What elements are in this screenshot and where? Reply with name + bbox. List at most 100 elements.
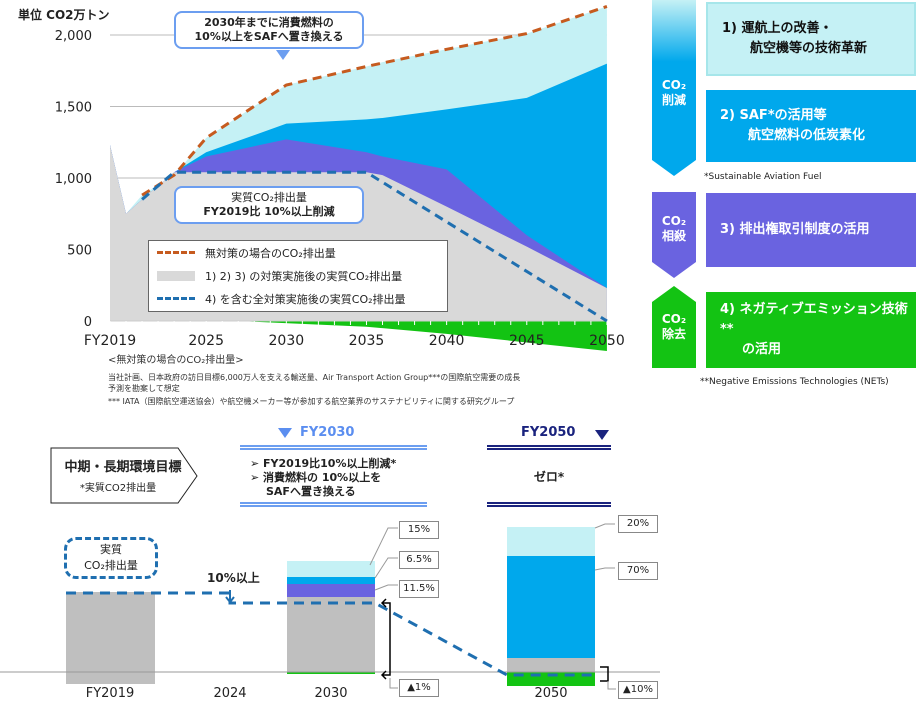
bar-2030-blue [287, 577, 375, 584]
x-tick-label: 2025 [188, 333, 224, 349]
fy2050-goal: ゼロ* [533, 470, 565, 484]
leader-lines [369, 523, 616, 690]
measure-1: 1) 運航上の改善・航空機等の技術革新 [706, 2, 916, 76]
fy2030-rule [240, 445, 427, 450]
bar-x-label: FY2019 [85, 686, 135, 701]
goal-text: 消費燃料の 10%以上を [263, 471, 382, 484]
measure-text: 航空燃料の低炭素化 [748, 128, 866, 143]
category-label: 相殺 [661, 229, 686, 243]
legend-item-gray: 1) 2) 3) の対策実施後の実質CO₂排出量 [149, 264, 447, 287]
goal-text: FY2019比10%以上削減* [263, 457, 397, 470]
legend-swatch [157, 251, 195, 254]
measure-text: 4) ネガティブエミッション技術** [720, 302, 908, 337]
x-tick-label: 2030 [269, 333, 305, 349]
targets-label: 中期・長期環境目標 [64, 460, 182, 475]
note-line: 予測を勘案して想定 [108, 384, 180, 393]
legend-label: 無対策の場合のCO₂排出量 [205, 246, 336, 260]
bar-fy2019 [66, 592, 155, 684]
legend-swatch [157, 270, 195, 281]
net-reduction-callout: 実質CO₂排出量 FY2019比 10%以上削減 [174, 186, 364, 224]
fy2050-heading: FY2050 [521, 425, 576, 440]
category-label: 削減 [661, 93, 686, 107]
fy2030-triangle-icon [278, 428, 292, 438]
y-tick-label: 500 [67, 244, 92, 259]
saf-footnote: *Sustainable Aviation Fuel [704, 172, 822, 182]
reduction-label: 10%以上 [207, 571, 260, 585]
measure-2: 2) SAF*の活用等航空燃料の低炭素化 [706, 90, 916, 162]
bar-2030-cyan [287, 561, 375, 577]
bar-2030-gray [287, 597, 375, 672]
targets-label-shape [50, 447, 198, 504]
bar-x-label: 2030 [314, 686, 348, 701]
measure-text: 航空機等の技術革新 [750, 41, 868, 56]
category-label: CO₂ [661, 312, 687, 326]
goal-item: ➢ 消費燃料の 10%以上を [250, 471, 382, 484]
bar-x-label: 2024 [213, 686, 247, 701]
x-tick-label: 2050 [589, 333, 625, 349]
x-tick-label: 2035 [349, 333, 385, 349]
bracket-2050 [600, 666, 609, 682]
legend-label: 1) 2) 3) の対策実施後の実質CO₂排出量 [205, 269, 403, 283]
category-label: CO₂ [661, 214, 687, 228]
note-line: *** IATA（国際航空運送協会）や航空機メーカー等が参加する航空業界のサステ… [108, 397, 515, 406]
x-tick-label: FY2019 [84, 333, 136, 349]
bar-x-label: 2050 [534, 686, 568, 701]
offset-arrow [652, 192, 696, 278]
measure-3: 3) 排出権取引制度の活用 [706, 193, 916, 267]
goal-text: SAFへ置き換える [266, 485, 356, 498]
y-tick-label: 0 [84, 315, 92, 330]
pct-2050-blue: 70% [618, 562, 658, 580]
net-emission-label: 実質 CO₂排出量 [64, 537, 158, 579]
category-label: CO₂ [661, 78, 687, 92]
net-emission-dash-line [66, 591, 595, 677]
fy2050-rule [487, 445, 611, 450]
measure-4: 4) ネガティブエミッション技術** の活用 [706, 292, 916, 368]
area-green [238, 321, 607, 352]
x-tick-label: 2045 [509, 333, 545, 349]
category-label: 除去 [661, 327, 686, 341]
targets-sub: *実質CO2排出量 [79, 483, 157, 494]
all-measures-line [141, 170, 608, 323]
note-line: 当社計画、日本政府の訪日目標6,000万人を支える輸送量、Air Transpo… [108, 373, 521, 382]
y-tick-label: 2,000 [55, 29, 92, 44]
callout-text: 2030年までに消費燃料の [204, 16, 334, 29]
label-text: 実質 [100, 543, 122, 556]
measure-text: の活用 [742, 342, 782, 357]
remove-arrow [652, 286, 696, 368]
measure-text: 1) 運航上の改善・ [722, 21, 833, 36]
reduce-arrow [652, 0, 696, 176]
legend-item-all: 4) を含む全対策実施後の実質CO₂排出量 [149, 287, 447, 310]
fy2030-rule [240, 502, 427, 507]
pct-2050-green: ▲10% [618, 681, 658, 699]
fy2030-heading: FY2030 [300, 425, 355, 440]
saf-callout: 2030年までに消費燃料の 10%以上をSAFへ置き換える [174, 11, 364, 49]
pct-2030-cyan: 15% [399, 521, 439, 539]
note-title: <無対策の場合のCO₂排出量> [108, 355, 244, 366]
category-arrows [652, 0, 696, 368]
bar-2030-purple [287, 584, 375, 597]
unit-label: 単位 CO2万トン [18, 8, 110, 22]
bar-2050-gray [507, 658, 595, 672]
callout-text: 10%以上をSAFへ置き換える [194, 30, 344, 43]
callout-text: 実質CO₂排出量 [231, 191, 307, 204]
fy2050-rule [487, 502, 611, 507]
pct-2030-blue: 6.5% [399, 551, 439, 569]
fy2050-triangle-icon [595, 430, 609, 440]
category-reduce: CO₂ 削減 [654, 78, 694, 108]
fy2030-goals: ➢ FY2019比10%以上削減* ➢ 消費燃料の 10%以上を SAFへ置き換… [250, 457, 396, 499]
bar-2050-cyan [507, 527, 595, 556]
target-bar-chart [0, 523, 660, 690]
pct-2030-purple: 11.5% [399, 580, 439, 598]
bracket-2030 [380, 598, 391, 680]
legend-item-bau: 無対策の場合のCO₂排出量 [149, 241, 447, 264]
bar-2030-green [287, 672, 375, 674]
bau-line [141, 4, 608, 197]
legend-label: 4) を含む全対策実施後の実質CO₂排出量 [205, 292, 406, 306]
measure-text: 2) SAF*の活用等 [720, 108, 827, 123]
chart-legend: 無対策の場合のCO₂排出量 1) 2) 3) の対策実施後の実質CO₂排出量 4… [148, 240, 448, 312]
reduction-arrow-icon [225, 590, 235, 604]
x-tick-label: 2040 [429, 333, 465, 349]
measure-text: 3) 排出権取引制度の活用 [720, 222, 870, 237]
y-tick-label: 1,500 [55, 101, 92, 116]
category-offset: CO₂ 相殺 [654, 214, 694, 244]
